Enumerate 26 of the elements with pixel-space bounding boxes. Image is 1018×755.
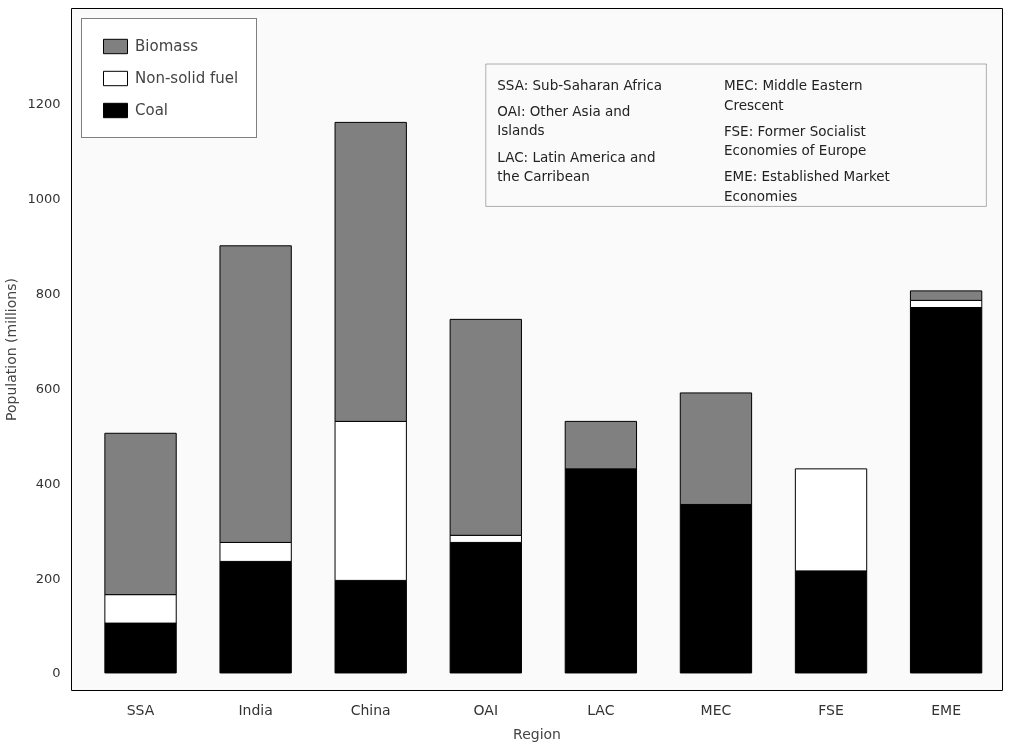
x-tick-label: SSA <box>126 701 155 718</box>
annotation: EME: Established Market Economies <box>724 168 890 204</box>
x-tick-label: China <box>350 701 391 718</box>
legend-label: Biomass <box>135 37 200 55</box>
y-tick-label: 1000 <box>27 190 61 206</box>
annotation: OAI: Other Asia and Islands <box>497 102 631 139</box>
y-tick-label: 200 <box>35 570 61 586</box>
x-axis-title: Region <box>513 725 561 742</box>
annotation: SSA: Sub-Saharan Africa <box>497 77 662 94</box>
annotation: MEC: Middle Eastern Crescent <box>724 77 863 113</box>
annotation: FSE: Former Socialist Economies of Europe <box>724 122 867 159</box>
y-tick-label: 0 <box>52 665 61 681</box>
y-tick-label: 600 <box>35 380 61 396</box>
x-tick-label: FSE <box>818 701 844 718</box>
x-tick-label: LAC <box>587 701 615 718</box>
legend-label: Non-solid fuel <box>135 69 239 87</box>
x-tick-label: EME <box>931 701 962 718</box>
x-tick-label: MEC <box>700 701 732 718</box>
y-tick-label: 400 <box>35 475 61 491</box>
y-tick-label: 1200 <box>27 95 61 111</box>
y-axis-title: Population (millions) <box>3 278 20 421</box>
annotation: LAC: Latin America and the Carribean <box>497 148 656 184</box>
y-tick-label: 800 <box>35 285 61 301</box>
x-tick-label: India <box>238 701 273 718</box>
x-tick-label: OAI <box>473 701 499 718</box>
legend-label: Coal <box>135 101 169 119</box>
